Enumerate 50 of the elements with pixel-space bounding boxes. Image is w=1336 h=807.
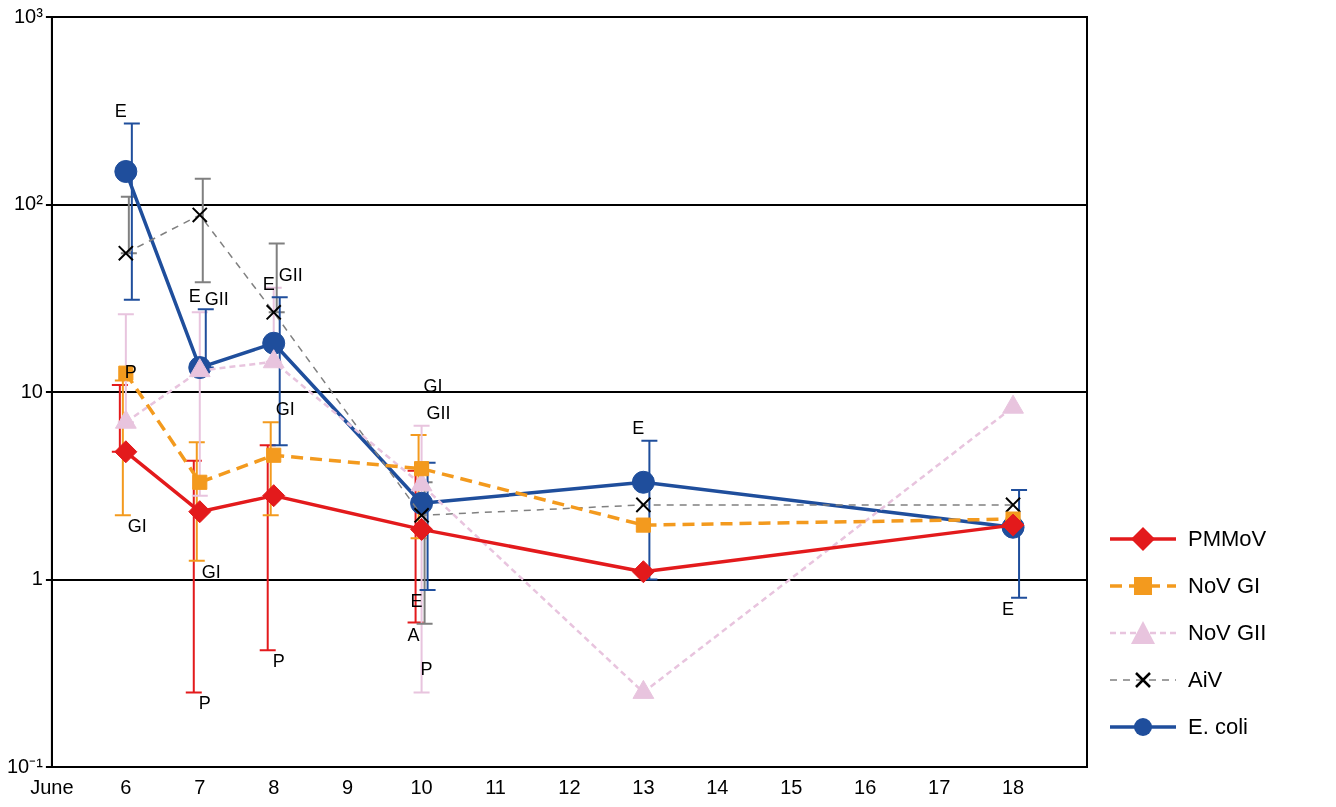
annotation: P [272, 651, 285, 672]
point [114, 440, 138, 464]
x-tick-label: 18 [1001, 775, 1025, 798]
y-tick-label: 10⁻¹ [7, 754, 44, 777]
annotation: GII [204, 289, 229, 310]
annotation: GII [426, 402, 451, 423]
point [188, 500, 212, 524]
point [262, 331, 286, 355]
x-tick-label: 13 [632, 775, 655, 798]
annotation: GII [278, 264, 303, 285]
x-tick-label: 16 [854, 775, 877, 798]
annotation: E [262, 274, 275, 295]
x-tick-label: 9 [342, 775, 354, 798]
y-tick-label: 10³ [14, 4, 44, 27]
x-tick-label: 12 [558, 775, 581, 798]
point [192, 474, 208, 490]
x-tick-label: 17 [928, 775, 951, 798]
y-tick-label: 10 [20, 379, 43, 402]
legend-label: PMMoV [1188, 525, 1267, 552]
point [266, 447, 282, 463]
point [410, 517, 434, 541]
legend-label: NoV GI [1188, 572, 1261, 599]
point [114, 159, 138, 183]
point [414, 461, 430, 477]
annotation: P [420, 659, 433, 680]
point [631, 560, 655, 584]
x-tick-label: 6 [120, 775, 132, 798]
annotation: E [114, 100, 127, 121]
annotation: E [188, 286, 201, 307]
annotation: GI [127, 516, 147, 537]
x-tick-label: 15 [780, 775, 803, 798]
y-tick-label: 1 [31, 567, 43, 590]
y-tick-label: 10² [14, 192, 44, 215]
annotation: E [1002, 598, 1015, 619]
legend-label: AiV [1188, 666, 1223, 693]
point [262, 484, 286, 508]
x-tick-label: 7 [194, 775, 206, 798]
legend-label: E. coli [1188, 713, 1248, 740]
point [631, 470, 655, 494]
annotation: GI [201, 561, 221, 582]
x-tick-label: 10 [410, 775, 433, 798]
x-tick-label: 8 [268, 775, 280, 798]
legend-label: NoV GII [1188, 619, 1267, 646]
point [635, 517, 651, 533]
x-tick-label: June [30, 775, 74, 798]
annotation: P [198, 693, 211, 714]
x-tick-label: 14 [706, 775, 729, 798]
x-tick-label: 11 [485, 775, 506, 798]
annotation: E [632, 417, 645, 438]
annotation: A [407, 624, 420, 645]
